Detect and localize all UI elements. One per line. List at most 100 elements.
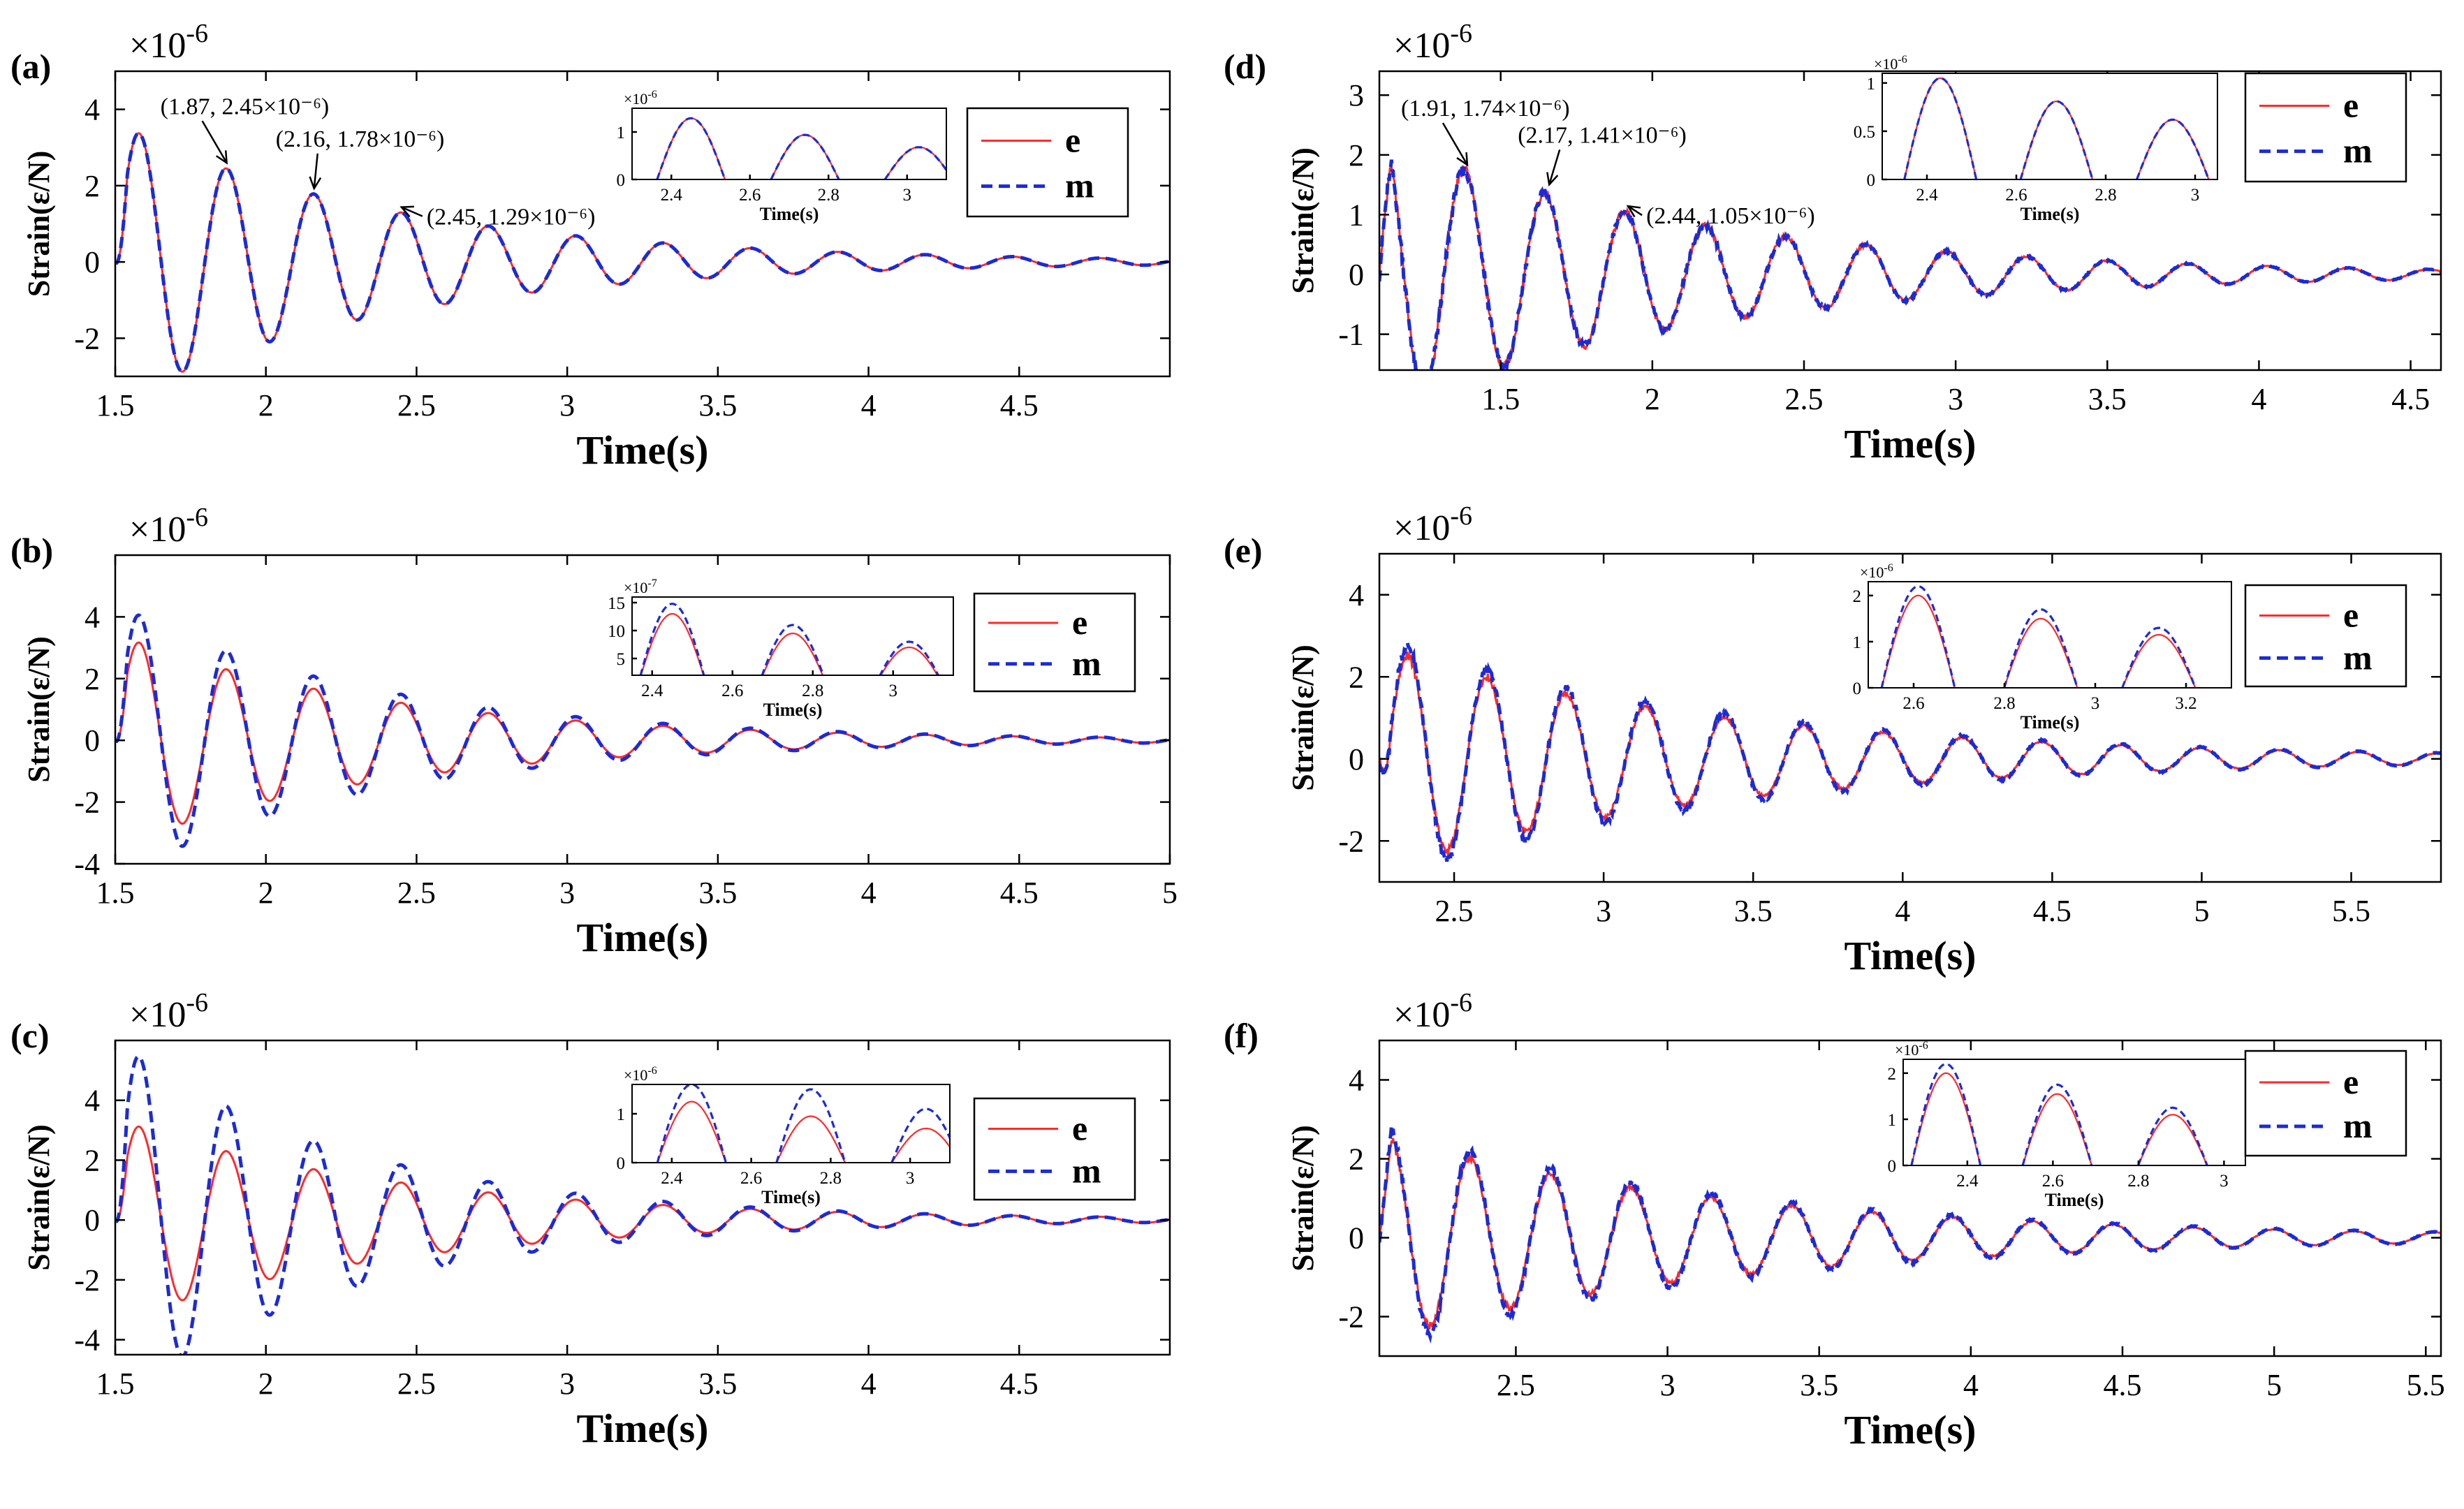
axis-frame — [114, 70, 1171, 378]
x-tick-label: 4.5 — [1000, 1367, 1039, 1401]
inset-x-axis-label: Time(s) — [763, 700, 823, 720]
x-tick-label: 4 — [1895, 894, 1910, 928]
y-tick-label: 0 — [1349, 258, 1364, 292]
inset-peak-m — [2121, 626, 2197, 688]
inset-x-axis-label: Time(s) — [2021, 204, 2080, 224]
annotation-text: (2.44, 1.05×10⁻⁶) — [1646, 203, 1815, 229]
inset-exponent-base: ×10 — [624, 90, 647, 108]
axis-frame — [1378, 1039, 2442, 1357]
inset-y-tick-label: 1 — [617, 1105, 626, 1124]
inset-exponent-power: -6 — [1884, 562, 1893, 574]
y-tick-label: -2 — [74, 1263, 100, 1297]
inset-exponent: ×10-6 — [1860, 562, 1893, 581]
inset-frame — [631, 596, 954, 676]
legend: em — [973, 592, 1136, 693]
inset-peak-m — [2021, 1083, 2093, 1165]
annotation-arrow — [1627, 205, 1643, 216]
y-tick-label: 4 — [1349, 578, 1364, 612]
inset-exponent: ×10-6 — [1874, 54, 1907, 73]
x-tick-label: 2.5 — [397, 1367, 436, 1401]
inset-peak-e — [890, 1127, 950, 1163]
annotation-arrow — [401, 206, 423, 217]
peak-annotation: (2.16, 1.78×10⁻⁶) — [276, 126, 445, 191]
y-tick-label: 2 — [1349, 138, 1364, 172]
annotation-arrow — [1548, 149, 1561, 185]
legend-label-m: m — [1072, 1151, 1101, 1190]
inset-a: 2.4 2.6 2.8 3 0 1 ×10-6 Time(s) — [617, 89, 947, 224]
inset-peak-m — [761, 624, 825, 675]
x-tick-label: 2.5 — [1497, 1368, 1535, 1402]
exponent-base: ×10 — [129, 510, 186, 550]
inset-x-tick-label: 2.6 — [740, 1169, 762, 1188]
inset-exponent-power: -6 — [647, 89, 657, 101]
inset-x-tick-label: 2.4 — [641, 682, 663, 700]
peak-annotation: (1.87, 2.45×10⁻⁶) — [161, 94, 329, 165]
inset-frame — [1882, 73, 2218, 180]
y-tick-label: 1 — [1349, 198, 1364, 232]
peak-annotation: (1.91, 1.74×10⁻⁶) — [1401, 96, 1570, 167]
x-tick-label: 2.5 — [397, 876, 436, 910]
inset-x-tick-label: 2.4 — [1956, 1172, 1979, 1191]
inset-x-tick-label: 3.2 — [2175, 694, 2197, 713]
exponent-base: ×10 — [129, 995, 186, 1035]
axis-exponent: ×10-6 — [1393, 19, 1472, 66]
annotation-arrow — [201, 120, 228, 163]
x-tick-label: 4 — [2251, 382, 2266, 416]
inset-frame — [631, 1084, 951, 1163]
axis-frame — [1378, 552, 2442, 883]
x-tick-label: 3 — [1660, 1368, 1675, 1402]
x-tick-label: 5 — [2266, 1368, 2282, 1402]
inset-x-axis-label: Time(s) — [2021, 712, 2080, 733]
x-tick-label: 1.5 — [96, 388, 135, 422]
inset-x-tick-label: 2.8 — [1993, 694, 2015, 713]
x-tick-label: 2 — [258, 388, 274, 422]
legend-box — [2244, 584, 2407, 688]
inset-background — [1903, 1059, 2245, 1165]
inset-b: 2.4 2.6 2.8 3 5 10 15×10-7 Time(s) — [608, 577, 954, 720]
x-tick-label: 2 — [258, 1367, 274, 1401]
inset-f: 2.4 2.6 2.8 3 0 1 2 ×10-6 Time(s) — [1888, 1040, 2246, 1210]
annotation-text: (2.16, 1.78×10⁻⁶) — [276, 126, 445, 152]
inset-peak-m — [2019, 100, 2094, 179]
inset-frame — [1868, 581, 2232, 689]
y-axis-label: Strain(ε/N) — [1286, 645, 1320, 790]
inset-x-tick-label: 3 — [889, 682, 898, 700]
inset-peak-e — [1910, 1072, 1981, 1165]
inset-y-tick-label: 1 — [1853, 633, 1862, 652]
inset-peak-e — [2121, 633, 2197, 688]
panel-d: 1.5 2 2.5 3 3.5 4 4.5-10123×10-6Time(s)Strain(… — [1224, 19, 2442, 466]
legend: em — [973, 1097, 1136, 1201]
inset-peak-e — [2137, 1114, 2208, 1165]
inset-y-tick-label: 1 — [1867, 75, 1876, 94]
series-m-line — [1379, 1125, 2441, 1344]
x-tick-label: 3.5 — [698, 1367, 737, 1401]
panel-label: (e) — [1224, 531, 1263, 570]
inset-exponent-power: -6 — [1898, 54, 1907, 66]
x-tick-label: 4.5 — [2033, 894, 2071, 928]
inset-x-tick-label: 2.6 — [721, 682, 743, 700]
y-axis-label: Strain(ε/N) — [22, 151, 56, 297]
annotation-arrow — [313, 153, 318, 189]
x-tick-label: 3.5 — [698, 876, 737, 910]
inset-x-tick-label: 3 — [2091, 694, 2100, 713]
annotation-arrowhead — [309, 176, 322, 191]
x-tick-label: 4 — [861, 1367, 877, 1401]
inset-peak-m — [890, 1107, 950, 1163]
x-tick-label: 4 — [1963, 1368, 1979, 1402]
inset-exponent-base: ×10 — [1860, 564, 1884, 581]
inset-exponent-base: ×10 — [624, 579, 647, 596]
exponent-power: -6 — [1450, 19, 1472, 48]
x-tick-label: 2.5 — [1435, 894, 1474, 928]
y-tick-label: 2 — [85, 1143, 100, 1177]
legend: em — [2244, 1050, 2407, 1157]
y-tick-label: 4 — [85, 1084, 100, 1118]
exponent-base: ×10 — [1393, 995, 1450, 1035]
inset-y-tick-label: 5 — [617, 650, 626, 669]
axis-frame — [114, 1039, 1171, 1356]
y-tick-label: -1 — [1338, 318, 1364, 352]
x-tick-label: 4 — [861, 876, 877, 910]
exponent-power: -6 — [186, 503, 208, 532]
inset-peak-m — [1903, 77, 1978, 179]
y-axis-label: Strain(ε/N) — [1286, 1125, 1320, 1271]
y-axis-label: Strain(ε/N) — [1286, 147, 1320, 293]
